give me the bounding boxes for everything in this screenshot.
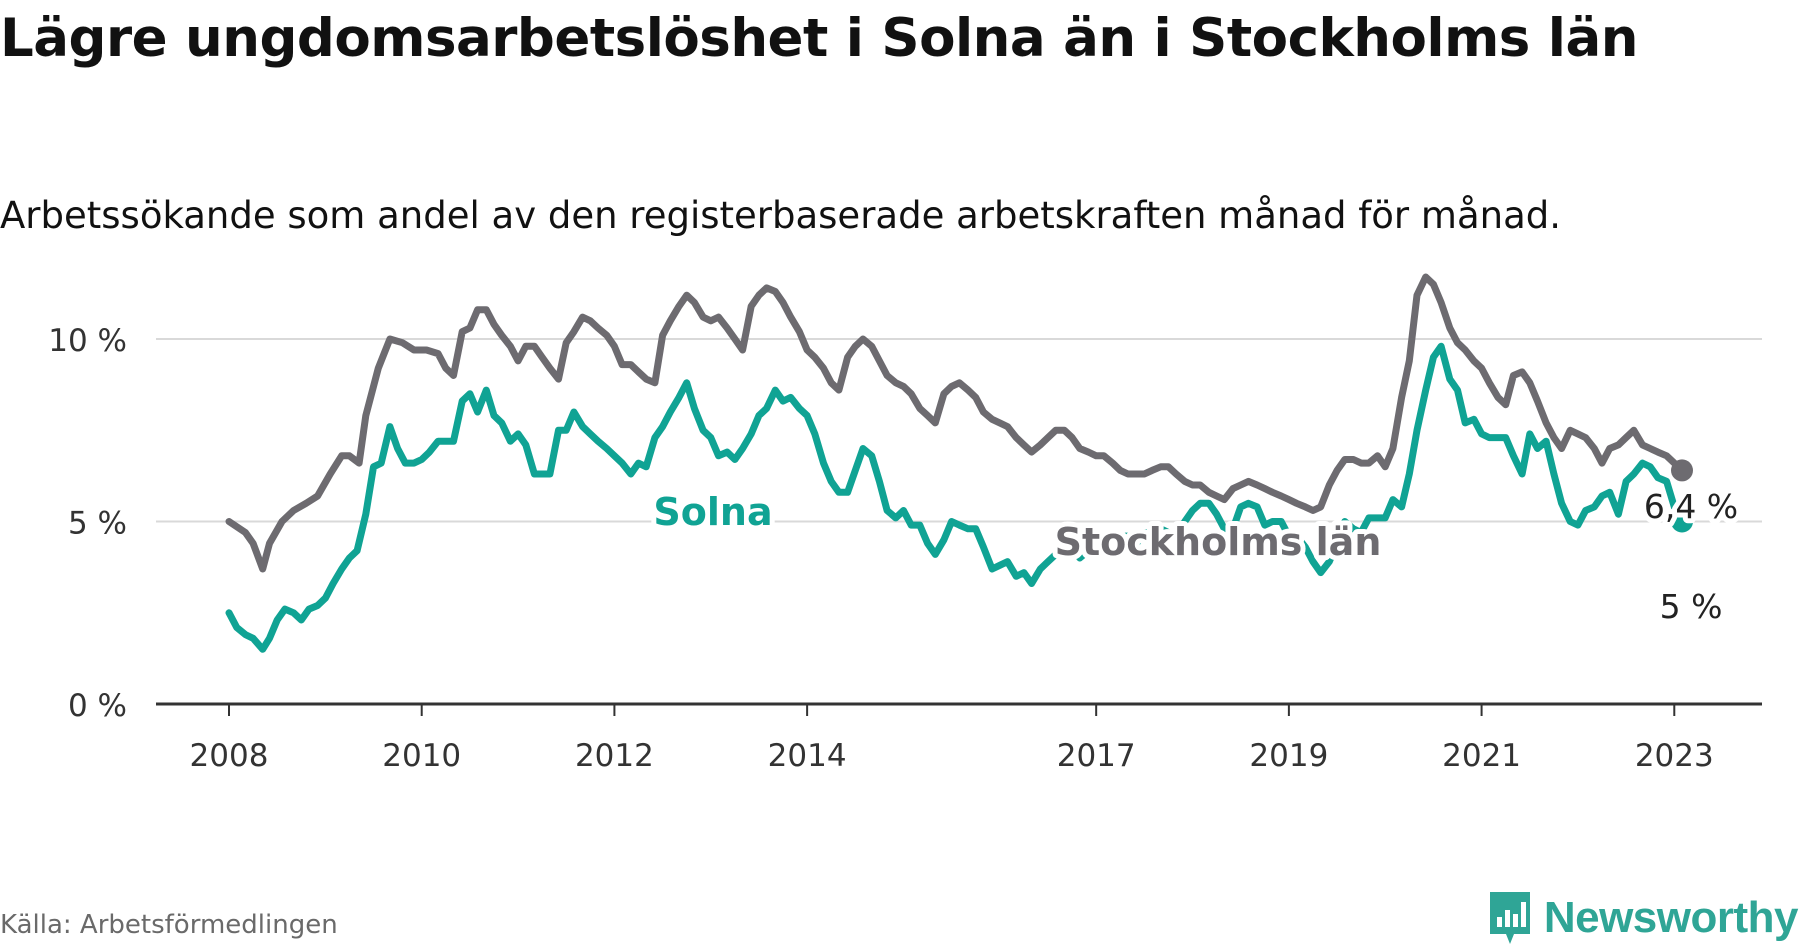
- x-tick-label: 2014: [768, 738, 847, 774]
- x-tick-label: 2019: [1249, 738, 1328, 774]
- y-tick-label: 10 %: [48, 323, 127, 359]
- series-label-stockholm: Stockholms län: [1055, 520, 1382, 564]
- series-line-solna: [225, 342, 1686, 653]
- newsworthy-logo: Newsworthy: [1486, 888, 1799, 948]
- source-note: Källa: Arbetsförmedlingen: [0, 910, 338, 940]
- series-label-solna: Solna: [653, 490, 772, 534]
- x-tick-label: 2023: [1635, 738, 1714, 774]
- brand-name: Newsworthy: [1543, 893, 1799, 942]
- chart-title: Lägre ungdomsarbetslöshet i Solna än i S…: [0, 8, 1638, 69]
- end-point-stockholm: [1671, 459, 1693, 482]
- x-tick-label: 2021: [1442, 738, 1521, 774]
- x-tick-label: 2012: [575, 738, 654, 774]
- x-tick-label: 2017: [1057, 738, 1136, 774]
- end-point-solna: [1671, 510, 1693, 533]
- end-value-label-solna: 5 %: [1660, 587, 1723, 626]
- x-tick-label: 2010: [382, 738, 461, 774]
- chart-subtitle: Arbetssökande som andel av den registerb…: [0, 194, 1561, 237]
- y-tick-label: 5 %: [68, 506, 127, 542]
- y-tick-label: 0 %: [68, 688, 127, 724]
- bar-chart-logo-icon: [1489, 892, 1530, 944]
- series-line-stockholm: [225, 273, 1686, 573]
- x-tick-label: 2008: [190, 738, 269, 774]
- end-value-label-stockholm: 6,4 %: [1644, 487, 1738, 526]
